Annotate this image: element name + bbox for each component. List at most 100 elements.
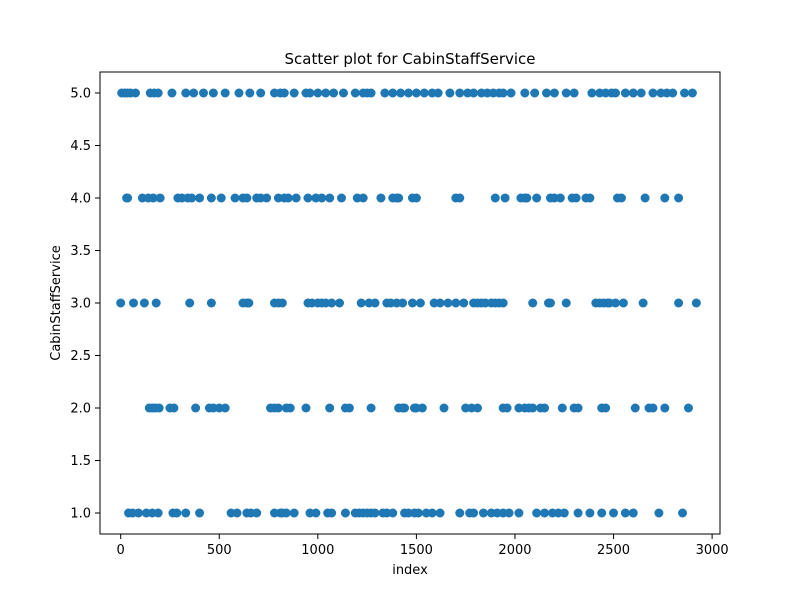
data-point [618, 298, 628, 308]
data-point [498, 298, 508, 308]
data-point [609, 508, 619, 518]
data-point [172, 508, 182, 518]
data-point [528, 298, 538, 308]
data-point [187, 193, 197, 203]
data-point [648, 403, 658, 413]
data-point [344, 403, 354, 413]
data-point [153, 88, 163, 98]
x-tick-label: 1500 [400, 543, 433, 558]
data-point [415, 298, 425, 308]
data-point [500, 193, 510, 203]
data-point [388, 88, 398, 98]
data-point [555, 193, 565, 203]
x-tick-label: 2500 [597, 543, 630, 558]
data-point [530, 88, 540, 98]
data-point [400, 403, 410, 413]
data-point [321, 88, 331, 98]
data-point [445, 88, 455, 98]
data-point [514, 508, 524, 518]
data-point [148, 193, 158, 203]
data-point [648, 88, 658, 98]
data-point [585, 508, 595, 518]
data-point [478, 508, 488, 518]
data-point [674, 298, 684, 308]
data-point [411, 88, 421, 98]
data-point [573, 508, 583, 518]
data-point [370, 298, 380, 308]
x-axis: 0 500 1000 1500 2000 2500 3000 [117, 534, 729, 558]
data-point [129, 298, 139, 308]
data-point [380, 88, 390, 98]
data-point [338, 88, 348, 98]
data-point [123, 193, 133, 203]
data-point [116, 298, 126, 308]
data-point [305, 88, 315, 98]
x-tick-label: 500 [207, 543, 232, 558]
data-point [571, 193, 581, 203]
data-point [230, 193, 240, 203]
data-point [311, 508, 321, 518]
data-point [620, 88, 630, 98]
y-axis: 1.0 1.5 2.0 2.5 3.0 3.5 4.0 4.5 5.0 [70, 87, 100, 522]
data-point [340, 508, 350, 518]
data-point [455, 508, 465, 518]
data-points [116, 88, 701, 518]
x-tick-label: 1000 [301, 543, 334, 558]
data-point [262, 193, 272, 203]
data-point [189, 88, 199, 98]
data-point [153, 508, 163, 518]
data-point [167, 88, 177, 98]
data-point [303, 193, 313, 203]
data-point [139, 298, 149, 308]
data-point [532, 193, 542, 203]
data-point [455, 193, 465, 203]
data-point [520, 88, 530, 98]
data-point [245, 88, 255, 98]
data-point [291, 193, 301, 203]
data-point [506, 88, 516, 98]
data-point [638, 298, 648, 308]
data-point [220, 403, 230, 413]
data-point [587, 88, 597, 98]
x-axis-label: index [392, 563, 428, 578]
data-point [504, 508, 514, 518]
data-point [528, 403, 538, 413]
data-point [561, 88, 571, 98]
data-point [358, 193, 368, 203]
data-point [469, 508, 479, 518]
data-point [435, 298, 445, 308]
data-point [195, 193, 205, 203]
data-point [277, 298, 287, 308]
data-point [155, 193, 165, 203]
data-point [443, 298, 453, 308]
data-point [370, 508, 380, 518]
data-point [366, 403, 376, 413]
data-point [561, 298, 571, 308]
data-point [336, 193, 346, 203]
data-point [130, 88, 140, 98]
data-point [498, 88, 508, 98]
data-point [687, 88, 697, 98]
chart-title: Scatter plot for CabinStaffService [284, 50, 535, 68]
x-tick-label: 3000 [696, 543, 729, 558]
data-point [289, 88, 299, 98]
data-point [191, 403, 201, 413]
data-point [281, 508, 291, 518]
y-tick-label: 5.0 [70, 87, 91, 102]
y-tick-label: 2.0 [70, 402, 91, 417]
data-point [199, 88, 208, 98]
data-point [678, 508, 688, 518]
data-point [234, 88, 244, 98]
data-point [490, 193, 500, 203]
data-point [407, 298, 417, 308]
data-point [394, 193, 404, 203]
data-point [540, 508, 550, 518]
data-point [366, 88, 376, 98]
data-point [620, 508, 630, 518]
data-point [244, 298, 254, 308]
data-point [283, 193, 293, 203]
y-tick-label: 1.0 [70, 507, 91, 522]
data-point [335, 298, 345, 308]
data-point [668, 88, 678, 98]
data-point [502, 403, 512, 413]
